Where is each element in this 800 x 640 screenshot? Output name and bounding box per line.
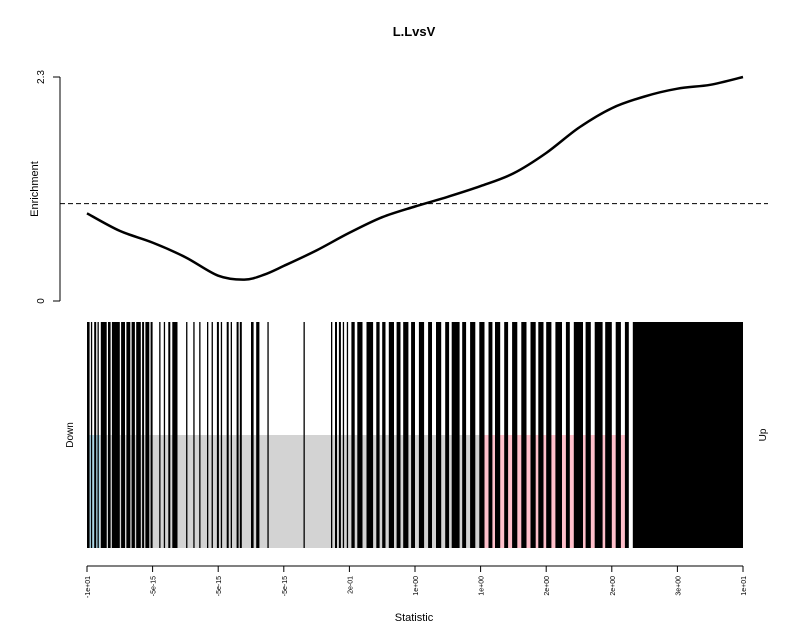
barcode-bar: [512, 322, 518, 548]
barcode-bar: [159, 322, 161, 548]
x-tick-label: 1e+01: [741, 576, 748, 596]
barcode-bar: [136, 322, 141, 548]
barcode-bar: [256, 322, 259, 548]
y-tick-label-top: 2.3: [36, 70, 47, 84]
barcode-bar: [207, 322, 209, 548]
barcode-bar: [538, 322, 544, 548]
barcode-bar: [396, 322, 401, 548]
barcode-bar: [521, 322, 527, 548]
barcode-bar: [97, 322, 99, 548]
barcode-bar: [585, 322, 591, 548]
barcode-bar: [411, 322, 415, 548]
barcode-bar: [594, 322, 603, 548]
barcode-bar: [530, 322, 536, 548]
barcode-bar: [357, 322, 363, 548]
barcode-bar: [111, 322, 120, 548]
barcode-bar: [428, 322, 432, 548]
barcode-bar: [479, 322, 485, 548]
barcode-bar: [605, 322, 612, 548]
barcode-bar: [488, 322, 493, 548]
barcode-bar: [342, 322, 345, 548]
barcode-bar: [168, 322, 171, 548]
x-axis: -1e+01 -5e-15 -5e-15 -5e-15 2e-01 1e+00 1e+00 2…: [85, 565, 748, 624]
y-tick-label-bottom: 0: [36, 298, 47, 304]
barcode-bar: [150, 322, 153, 548]
barcode-bar: [145, 322, 150, 548]
barcode-bar: [451, 322, 460, 548]
x-tick-label: 1e+00: [413, 576, 420, 596]
barcode-bar: [131, 322, 135, 548]
x-tick-label: -5e-15: [216, 576, 223, 596]
barcode-bar: [121, 322, 125, 548]
barcode-bar: [346, 322, 349, 548]
barcode-bar: [94, 322, 97, 548]
barcode-bar: [258, 322, 260, 548]
barcode-bar: [108, 322, 111, 548]
barcode-bar: [366, 322, 374, 548]
barcode-bar: [388, 322, 394, 548]
barcode-bar: [87, 322, 90, 548]
enrichment-curve: [86, 75, 744, 281]
barcode-bar: [90, 322, 93, 548]
barcode-bar: [226, 322, 229, 548]
barcode-bar: [126, 322, 131, 548]
barcode-bar: [470, 322, 476, 548]
barcode-bar: [555, 322, 562, 548]
barcode-bar: [142, 322, 145, 548]
barcode-bar: [186, 322, 188, 548]
barcode-bar: [462, 322, 467, 548]
barcode-bar: [382, 322, 386, 548]
barcode-bar: [504, 322, 509, 548]
barcode-bar: [546, 322, 552, 548]
y-axis-label: Enrichment: [29, 161, 41, 217]
barcode-bar: [220, 322, 223, 548]
barcode-bar: [418, 322, 425, 548]
barcode-bar: [216, 322, 219, 548]
barcode-bar: [236, 322, 239, 548]
barcode-bar: [331, 322, 333, 548]
barcode-bar: [193, 322, 195, 548]
barcode-bar: [338, 322, 341, 548]
x-tick-label: -5e-15: [151, 576, 158, 596]
barcode-bar: [230, 322, 232, 548]
barcode-bar: [303, 322, 305, 548]
barcode-region-middle: [100, 435, 481, 548]
x-tick-label: 3e+00: [675, 576, 682, 596]
barcode-bar: [403, 322, 409, 548]
x-tick-label: 1e+00: [479, 576, 486, 596]
x-tick-label: -5e-15: [282, 576, 289, 596]
x-tick-label: 2e+00: [610, 576, 617, 596]
barcode-bar: [199, 322, 201, 548]
barcode-bar: [445, 322, 450, 548]
x-tick-label: 2e+00: [544, 576, 551, 596]
barcode-bar: [565, 322, 570, 548]
barcode-bar: [267, 322, 269, 548]
barcode-bar: [624, 322, 629, 548]
barcode-bar: [251, 322, 254, 548]
barcode-bar: [632, 322, 743, 548]
barcode-bar: [573, 322, 583, 548]
chart-title: L.LvsV: [393, 24, 436, 39]
barcode-region-down: [87, 435, 101, 548]
barcode-bar: [100, 322, 107, 548]
x-tick-label: -1e+01: [85, 576, 92, 598]
x-axis-label: Statistic: [395, 612, 434, 624]
barcode-panel: Down Up: [65, 322, 769, 548]
barcode-bar: [239, 322, 242, 548]
enrichment-panel: 2.3 0 Enrichment: [29, 70, 768, 304]
x-tick-label: 2e-01: [347, 576, 354, 594]
barcode-bar: [163, 322, 166, 548]
barcode-bar: [172, 322, 178, 548]
up-label: Up: [758, 428, 769, 441]
barcode-bar: [211, 322, 213, 548]
barcode-bar: [495, 322, 501, 548]
down-label: Down: [65, 422, 76, 448]
barcode-bar: [376, 322, 380, 548]
barcode-bar: [436, 322, 442, 548]
barcode-bar: [351, 322, 355, 548]
barcode-bar: [615, 322, 621, 548]
barcode-bar: [335, 322, 337, 548]
